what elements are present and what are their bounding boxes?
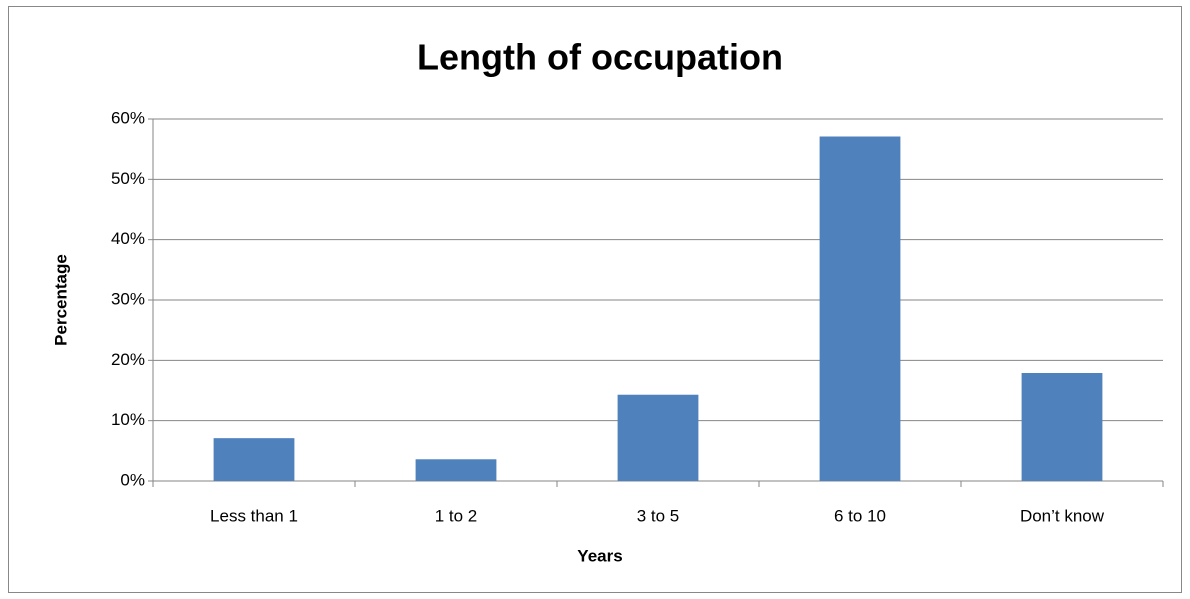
bar — [213, 438, 295, 481]
bar — [415, 459, 497, 481]
y-tick-label: 0% — [120, 470, 145, 489]
x-axis-title: Years — [577, 546, 622, 565]
bar — [819, 136, 901, 481]
x-tick-label: 6 to 10 — [834, 506, 886, 525]
y-tick-label: 50% — [111, 169, 145, 188]
x-tick-label: Less than 1 — [210, 506, 298, 525]
y-tick-label: 20% — [111, 350, 145, 369]
x-tick-label: 3 to 5 — [637, 506, 680, 525]
bar — [1021, 373, 1103, 481]
bar — [617, 394, 699, 481]
x-tick-label: 1 to 2 — [435, 506, 478, 525]
x-tick-label: Don’t know — [1020, 506, 1105, 525]
y-tick-label: 60% — [111, 108, 145, 127]
y-tick-label: 10% — [111, 410, 145, 429]
y-axis-title: Percentage — [51, 254, 70, 346]
chart-title: Length of occupation — [417, 37, 783, 78]
y-tick-label: 40% — [111, 229, 145, 248]
y-tick-label: 30% — [111, 289, 145, 308]
